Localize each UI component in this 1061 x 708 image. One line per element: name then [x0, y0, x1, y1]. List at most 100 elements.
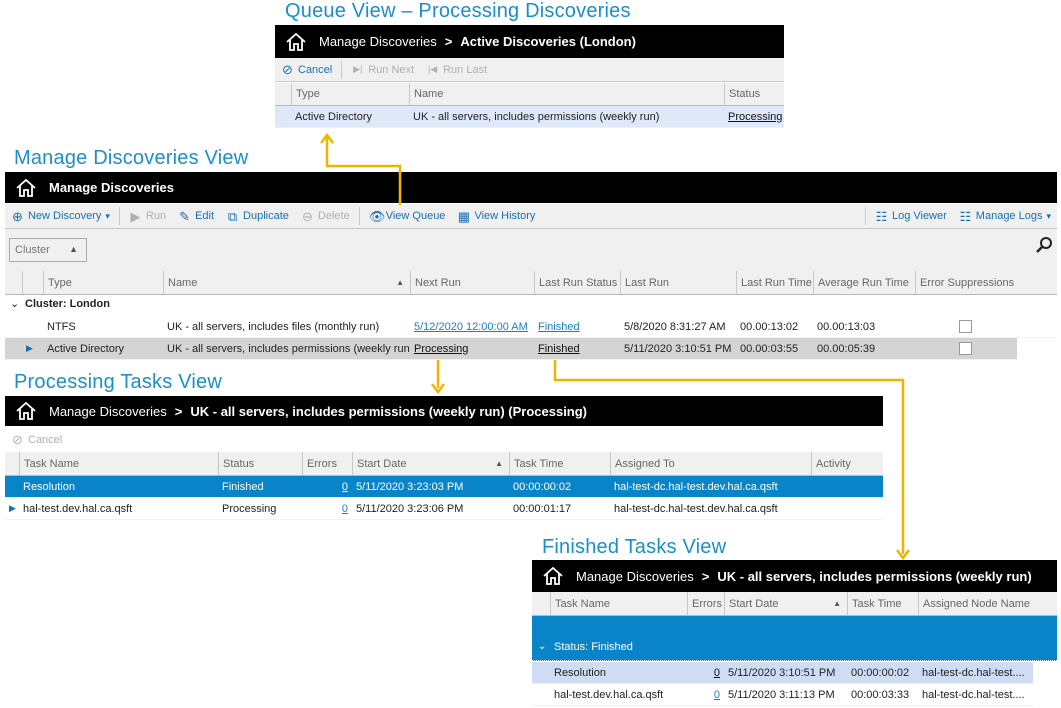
column-header-errors[interactable]: Errors: [687, 592, 724, 615]
column-header-assigned-node-name[interactable]: Assigned Node Name: [918, 592, 1033, 615]
group-row-cluster-london[interactable]: ⌄ Cluster: London: [5, 295, 1057, 315]
column-header-task-name[interactable]: Task Name: [19, 452, 218, 475]
view-history-button[interactable]: ▦ View History: [457, 210, 536, 223]
column-header-task-time[interactable]: Task Time: [847, 592, 918, 615]
sort-ascending-icon[interactable]: ▲: [833, 599, 841, 608]
edit-button[interactable]: ✎ Edit: [178, 210, 214, 223]
table-row[interactable]: Resolution Finished 0 5/11/2020 3:23:03 PM 0…: [5, 476, 883, 498]
column-header-next-run[interactable]: Next Run: [410, 271, 534, 294]
column-header-start-date[interactable]: Start Date ▲: [724, 592, 847, 615]
cell-text: Resolution: [554, 666, 606, 679]
group-by-chip[interactable]: Cluster ▲: [9, 238, 87, 262]
search-icon[interactable]: [1036, 236, 1054, 254]
cell-task-time: 00:00:00:02: [509, 476, 610, 497]
cell-text: hal-test-dc.hal-test....: [922, 666, 1025, 679]
cell-text[interactable]: 0: [341, 502, 348, 515]
column-header-type[interactable]: Type: [291, 83, 409, 105]
cell-text[interactable]: 0: [713, 688, 720, 701]
cell-text: 5/8/2020 8:31:27 AM: [624, 320, 726, 333]
sort-ascending-icon[interactable]: ▲: [69, 244, 78, 254]
run-button[interactable]: ▶ Run: [129, 210, 166, 223]
table-row[interactable]: Resolution 0 5/11/2020 3:10:51 PM 00:00:00:…: [532, 662, 1033, 684]
checkbox[interactable]: [958, 320, 972, 333]
column-header-task-name[interactable]: Task Name: [550, 592, 687, 615]
column-header-last-run-status[interactable]: Last Run Status: [534, 271, 620, 294]
cell-text: hal-test.dev.hal.ca.qsft: [23, 502, 133, 515]
table-row[interactable]: ▶ Active Directory UK - all servers, inclu…: [5, 338, 1017, 360]
column-header-row: Type Name ▲ Next Run Last Run Status Last Run…: [5, 271, 1057, 295]
column-header-blank[interactable]: [532, 592, 550, 615]
cancel-button[interactable]: ⊘ Cancel: [11, 433, 62, 446]
cell-text[interactable]: Processing: [414, 342, 469, 355]
cell-text: 5/11/2020 3:10:51 PM: [728, 666, 836, 679]
column-header-blank[interactable]: [275, 83, 291, 105]
breadcrumb-root[interactable]: Manage Discoveries: [319, 34, 437, 49]
cell-text[interactable]: 0: [341, 480, 348, 493]
column-header-activity[interactable]: Activity: [811, 452, 883, 475]
breadcrumb-root[interactable]: Manage Discoveries: [49, 403, 167, 419]
chevron-right-icon: >: [701, 568, 710, 584]
cell-text: hal-test-dc.hal-test.dev.hal.ca.qsft: [614, 502, 778, 515]
log-viewer-button[interactable]: ☷ Log Viewer: [875, 210, 947, 223]
column-header-errors[interactable]: Errors: [302, 452, 352, 475]
group-by-panel: Cluster ▲: [5, 229, 1057, 271]
home-icon[interactable]: [285, 32, 307, 52]
run-last-button[interactable]: |◀ Run Last: [426, 63, 487, 76]
chevron-down-icon[interactable]: ⌄: [538, 641, 547, 652]
header-label: Task Name: [555, 597, 611, 610]
column-header-assigned-to[interactable]: Assigned To: [610, 452, 811, 475]
table-row[interactable]: Active Directory UK - all servers, includ…: [275, 106, 784, 128]
column-header-task-time[interactable]: Task Time: [509, 452, 610, 475]
cell-expander: [22, 316, 43, 337]
column-header-average-run-time[interactable]: Average Run Time: [813, 271, 915, 294]
column-header-last-run-time[interactable]: Last Run Time: [736, 271, 813, 294]
cell-text[interactable]: Finished: [538, 342, 580, 355]
checkbox[interactable]: [958, 342, 972, 355]
sort-ascending-icon[interactable]: ▲: [495, 459, 503, 468]
cell-last-run-status: Finished: [534, 338, 620, 359]
column-header-status[interactable]: Status: [724, 83, 784, 105]
column-header-blank[interactable]: [5, 452, 19, 475]
cell-next-run: Processing: [410, 338, 534, 359]
column-header-last-run[interactable]: Last Run: [620, 271, 736, 294]
new-discovery-button[interactable]: ⊕ New Discovery ▾: [11, 210, 110, 223]
cell-text[interactable]: Processing: [728, 110, 783, 123]
column-header-name[interactable]: Name: [409, 83, 724, 105]
cell-text[interactable]: Finished: [538, 320, 580, 333]
button-label: Run Next: [368, 63, 415, 76]
home-icon[interactable]: [542, 566, 564, 586]
chevron-down-icon[interactable]: ⌄: [10, 298, 20, 310]
cell-text[interactable]: 5/12/2020 12:00:00 AM: [414, 320, 528, 333]
header-label: Average Run Time: [818, 276, 909, 289]
column-header-start-date[interactable]: Start Date ▲: [352, 452, 509, 475]
pencil-icon: ✎: [179, 208, 191, 224]
table-row[interactable]: ▶ hal-test.dev.hal.ca.qsft Processing 0 5/11…: [5, 498, 883, 520]
delete-button[interactable]: ⊖ Delete: [301, 210, 350, 223]
button-label: Delete: [317, 210, 350, 222]
home-icon[interactable]: [15, 178, 37, 198]
group-row-status-finished[interactable]: ⌄ Status: Finished: [532, 616, 1057, 661]
home-icon[interactable]: [15, 401, 37, 421]
column-header-name[interactable]: Name ▲: [163, 271, 410, 294]
cell-expander: [532, 662, 550, 683]
table-row[interactable]: hal-test.dev.hal.ca.qsft 0 5/11/2020 3:11:…: [532, 684, 1033, 706]
breadcrumb-root[interactable]: Manage Discoveries: [576, 568, 694, 584]
cell-error-suppressions: [915, 338, 1015, 359]
duplicate-button[interactable]: ⧉ Duplicate: [226, 210, 289, 223]
cell-text[interactable]: 0: [713, 666, 720, 679]
column-header-error-suppressions[interactable]: Error Suppressions: [915, 271, 1015, 294]
column-header-status[interactable]: Status: [218, 452, 302, 475]
cell-status: Processing: [724, 106, 784, 127]
column-header-type[interactable]: Type: [43, 271, 163, 294]
cell-text: 00:00:00:02: [513, 480, 572, 493]
manage-logs-button[interactable]: ☷ Manage Logs ▾: [959, 210, 1051, 223]
column-header-blank[interactable]: [22, 271, 43, 294]
sort-ascending-icon[interactable]: ▲: [396, 278, 404, 287]
view-queue-button[interactable]: 👁 View Queue: [369, 210, 446, 223]
column-header-blank[interactable]: [5, 271, 22, 294]
cell-expander: ▶: [22, 338, 43, 359]
processing-view-title: Processing Tasks View: [14, 371, 222, 393]
run-next-button[interactable]: ▶| Run Next: [351, 63, 414, 76]
cancel-button[interactable]: ⊘ Cancel: [281, 63, 332, 76]
table-row[interactable]: NTFS UK - all servers, includes files (mo…: [5, 316, 1057, 338]
